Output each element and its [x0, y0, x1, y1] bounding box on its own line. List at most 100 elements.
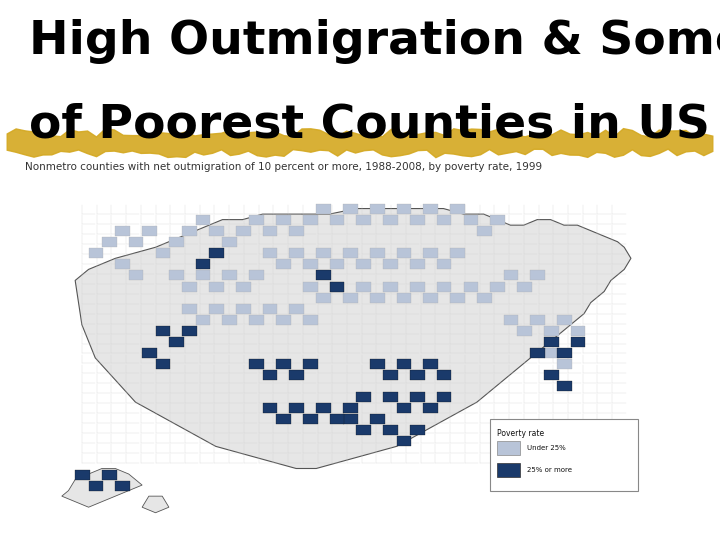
Text: Under 25%: Under 25%	[527, 445, 566, 451]
Bar	[330, 281, 344, 292]
Bar	[477, 226, 492, 236]
Bar	[182, 303, 197, 314]
Bar	[196, 215, 210, 225]
Bar	[89, 481, 103, 491]
Bar	[330, 215, 344, 225]
Bar	[437, 281, 451, 292]
Bar	[102, 237, 117, 247]
Bar	[437, 259, 451, 269]
Bar	[129, 237, 143, 247]
Bar	[316, 204, 331, 214]
Bar	[156, 359, 170, 369]
Bar	[115, 481, 130, 491]
Bar	[289, 403, 304, 413]
Bar	[410, 392, 425, 402]
Bar	[383, 426, 398, 435]
Bar	[303, 414, 318, 424]
Bar	[196, 315, 210, 325]
Bar	[142, 348, 157, 358]
Bar	[356, 392, 371, 402]
Bar	[531, 271, 545, 280]
Bar	[343, 248, 358, 258]
Bar	[222, 271, 237, 280]
Bar	[490, 281, 505, 292]
Bar	[383, 259, 398, 269]
Bar	[504, 271, 518, 280]
Bar	[497, 441, 521, 455]
Bar	[263, 248, 277, 258]
Bar	[115, 226, 130, 236]
Bar	[397, 204, 411, 214]
Bar	[330, 281, 344, 292]
Bar	[571, 337, 585, 347]
Bar	[330, 259, 344, 269]
Bar	[249, 271, 264, 280]
Bar	[196, 271, 210, 280]
Bar	[410, 426, 425, 435]
Bar	[410, 370, 425, 380]
Bar	[276, 215, 291, 225]
Bar	[504, 315, 518, 325]
Bar	[410, 215, 425, 225]
Polygon shape	[7, 129, 713, 158]
Bar	[464, 215, 478, 225]
Bar	[490, 215, 505, 225]
Text: High Outmigration & Some: High Outmigration & Some	[29, 19, 720, 64]
Bar	[196, 259, 210, 269]
Bar	[209, 281, 224, 292]
Bar	[531, 315, 545, 325]
Bar	[343, 414, 358, 424]
Bar	[249, 215, 264, 225]
Bar	[544, 326, 559, 336]
Bar	[303, 315, 318, 325]
Bar	[209, 303, 224, 314]
Bar	[356, 259, 371, 269]
Bar	[464, 281, 478, 292]
Bar	[330, 414, 344, 424]
Bar	[316, 248, 331, 258]
Bar	[182, 326, 197, 336]
Bar	[249, 359, 264, 369]
Bar	[289, 248, 304, 258]
Bar	[450, 248, 465, 258]
Bar	[182, 226, 197, 236]
Bar	[370, 293, 384, 302]
Bar	[423, 248, 438, 258]
Bar	[370, 248, 384, 258]
Bar	[182, 281, 197, 292]
Bar	[383, 215, 398, 225]
Bar	[209, 248, 224, 258]
Bar	[303, 281, 318, 292]
Bar	[544, 337, 559, 347]
Bar	[316, 403, 331, 413]
Bar	[397, 359, 411, 369]
Bar	[437, 215, 451, 225]
Bar	[303, 259, 318, 269]
Bar	[571, 326, 585, 336]
Bar	[557, 348, 572, 358]
Bar	[222, 237, 237, 247]
Bar	[370, 414, 384, 424]
Bar	[557, 359, 572, 369]
Bar	[517, 326, 532, 336]
Bar	[263, 370, 277, 380]
Bar	[437, 392, 451, 402]
Bar	[531, 348, 545, 358]
Bar	[276, 359, 291, 369]
Polygon shape	[142, 496, 169, 513]
Bar	[356, 215, 371, 225]
Bar	[276, 259, 291, 269]
Text: of Poorest Counties in US: of Poorest Counties in US	[29, 103, 710, 147]
Bar	[343, 293, 358, 302]
Bar	[557, 315, 572, 325]
Bar	[423, 293, 438, 302]
Polygon shape	[62, 469, 142, 507]
Bar	[236, 281, 251, 292]
Bar	[249, 315, 264, 325]
Bar	[497, 463, 521, 477]
Text: Nonmetro counties with net outmigration of 10 percent or more, 1988-2008, by pov: Nonmetro counties with net outmigration …	[25, 162, 542, 172]
Bar	[236, 303, 251, 314]
Bar	[450, 293, 465, 302]
Bar	[397, 248, 411, 258]
Bar	[236, 226, 251, 236]
